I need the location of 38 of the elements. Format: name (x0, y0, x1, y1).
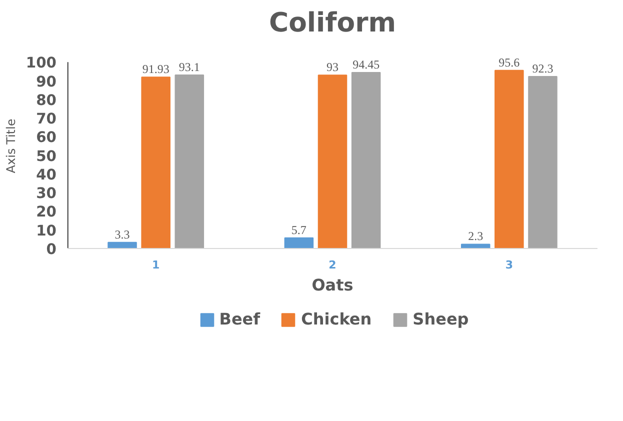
y-axis-title: Axis Title (4, 118, 18, 174)
y-tick-label: 0 (46, 241, 57, 258)
y-tick-label: 20 (36, 204, 57, 221)
data-label: 91.93 (142, 62, 170, 76)
bar (318, 74, 348, 248)
y-tick-label: 40 (36, 166, 57, 184)
x-tick-label: 3 (505, 258, 513, 272)
chart-title: Coliform (269, 8, 396, 38)
y-tick-label: 70 (36, 110, 57, 128)
bar (141, 76, 170, 248)
y-tick-label: 50 (36, 148, 57, 165)
bar (108, 242, 137, 248)
x-tick-label: 2 (328, 258, 336, 272)
bar (460, 244, 490, 248)
bar (494, 70, 524, 248)
y-tick-label: 30 (36, 185, 57, 202)
y-tick-label: 90 (36, 73, 57, 90)
y-tick-label: 80 (36, 92, 57, 109)
y-tick-label: 100 (26, 54, 56, 72)
data-label: 3.3 (114, 227, 130, 242)
bar (351, 72, 381, 248)
data-label: 95.6 (498, 55, 520, 70)
bar (528, 76, 558, 248)
data-label: 2.3 (468, 229, 484, 244)
x-tick-label: 1 (152, 258, 160, 272)
legend-label: Chicken (301, 310, 372, 328)
data-label: 92.3 (532, 61, 554, 76)
bar (174, 74, 204, 248)
bar (284, 237, 314, 248)
data-label: 93.1 (178, 60, 200, 74)
legend-label: Sheep (412, 310, 469, 328)
data-label: 94.45 (352, 57, 380, 72)
data-label: 5.7 (291, 222, 306, 237)
y-tick-label: 10 (36, 222, 57, 240)
data-label: 93 (326, 60, 338, 74)
legend-label: Beef (219, 310, 260, 328)
y-tick-label: 60 (36, 129, 57, 146)
x-axis-title: Oats (312, 276, 354, 294)
